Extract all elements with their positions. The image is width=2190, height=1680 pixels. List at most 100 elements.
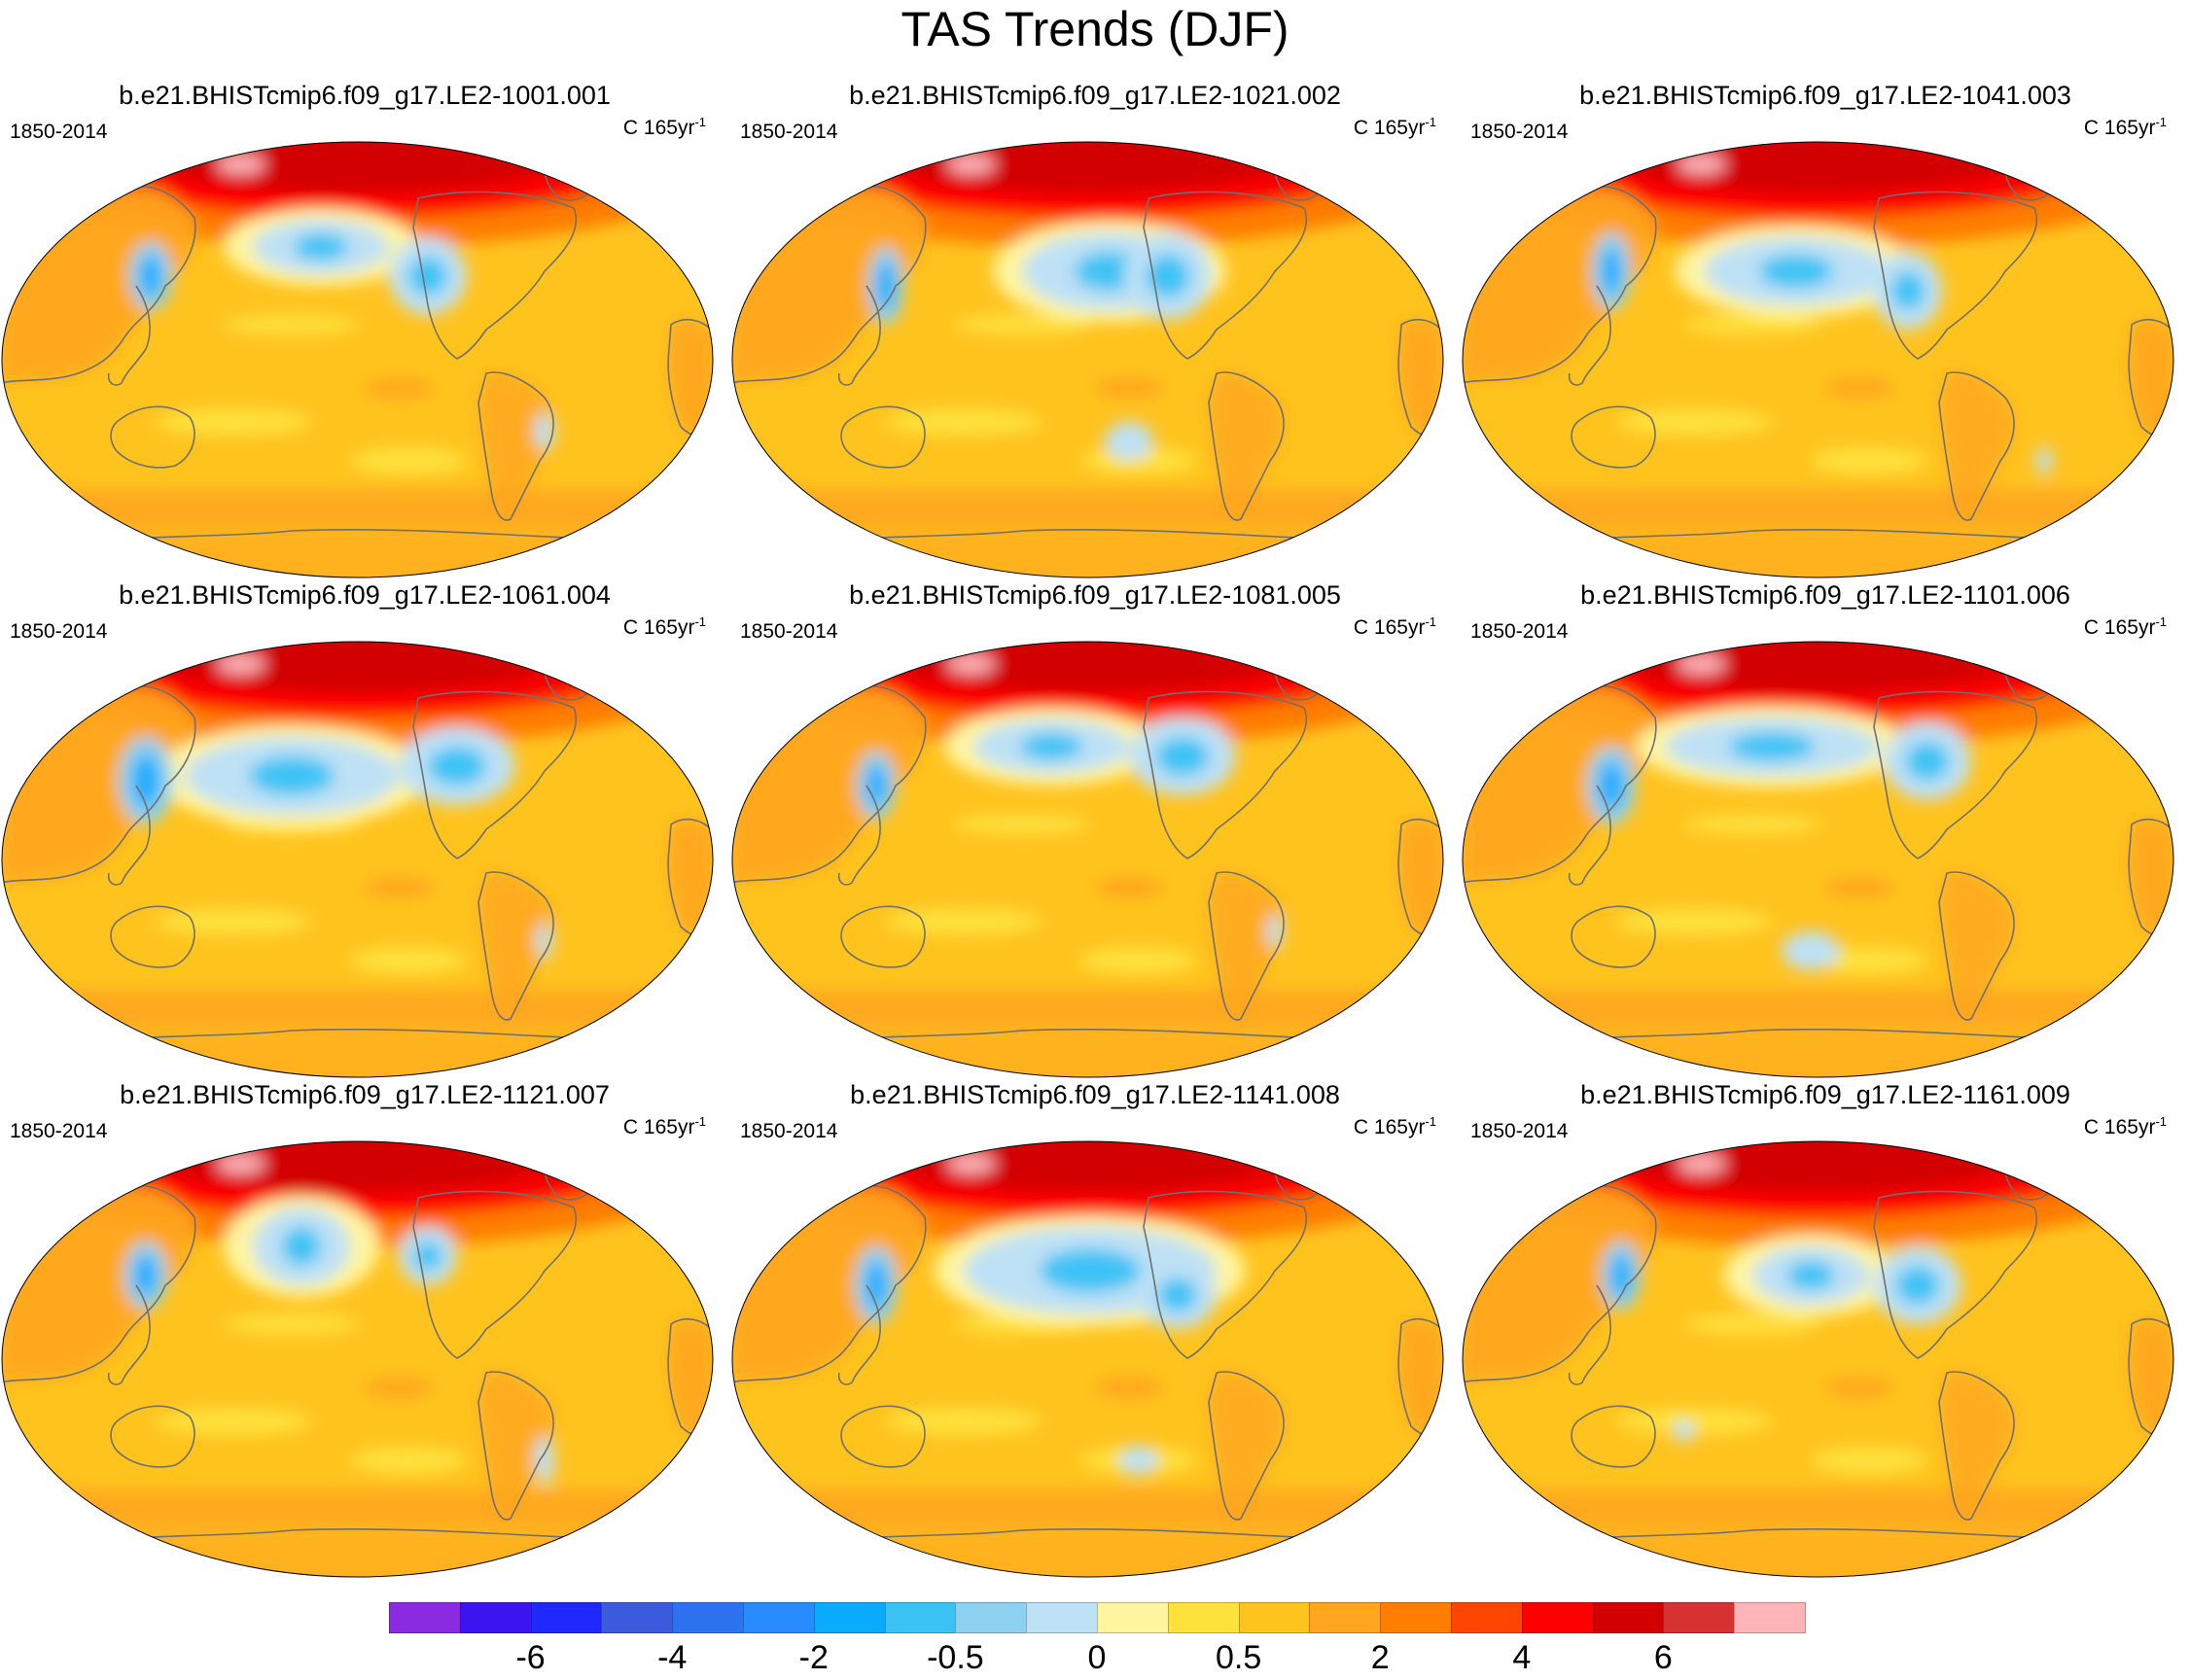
period-label: 1850-2014 xyxy=(740,620,838,643)
colorbar-box xyxy=(1663,1602,1736,1633)
units-label: C 165yr-1 xyxy=(2083,614,2167,639)
colorbar-box xyxy=(389,1602,461,1633)
units-label: C 165yr-1 xyxy=(622,115,706,139)
colorbar-box xyxy=(459,1602,532,1633)
map-panel: b.e21.BHISTcmip6.f09_g17.LE2-1061.004 185… xyxy=(0,578,729,1078)
map-panel: b.e21.BHISTcmip6.f09_g17.LE2-1101.006 185… xyxy=(1461,578,2190,1078)
coastline xyxy=(1938,371,2015,521)
units-label: C 165yr-1 xyxy=(2083,115,2167,139)
panel-title: b.e21.BHISTcmip6.f09_g17.LE2-1081.005 xyxy=(849,580,1341,610)
units-label: C 165yr-1 xyxy=(622,1114,706,1138)
colorbar-box xyxy=(1026,1602,1098,1633)
units-label: C 165yr-1 xyxy=(2083,1114,2167,1138)
period-label: 1850-2014 xyxy=(1470,1120,1569,1142)
coastline xyxy=(110,1405,195,1468)
map-panel: b.e21.BHISTcmip6.f09_g17.LE2-1041.003 185… xyxy=(1461,78,2190,578)
colorbar-tick-label: 0.5 xyxy=(1215,1639,1262,1676)
coastline xyxy=(1571,905,1656,968)
coastline xyxy=(840,405,926,469)
coastline xyxy=(1568,285,1611,386)
period-label: 1850-2014 xyxy=(10,620,108,643)
map-projection xyxy=(731,1140,1444,1578)
coastline xyxy=(1208,1371,1285,1521)
map-panel: b.e21.BHISTcmip6.f09_g17.LE2-1161.009 185… xyxy=(1461,1077,2190,1578)
coastline xyxy=(110,905,195,968)
units-label: C 165yr-1 xyxy=(622,614,706,639)
map-panel: b.e21.BHISTcmip6.f09_g17.LE2-1081.005 185… xyxy=(730,578,1460,1078)
map-panel: b.e21.BHISTcmip6.f09_g17.LE2-1001.001 185… xyxy=(0,78,729,578)
colorbar-box xyxy=(1309,1602,1382,1633)
map-panel: b.e21.BHISTcmip6.f09_g17.LE2-1021.002 185… xyxy=(730,78,1460,578)
colorbar-box xyxy=(1380,1602,1452,1633)
coastline xyxy=(477,871,554,1021)
colorbar-box xyxy=(955,1602,1028,1633)
period-label: 1850-2014 xyxy=(10,121,108,143)
coastline xyxy=(1873,191,2037,360)
coastline xyxy=(1568,1284,1611,1385)
period-label: 1850-2014 xyxy=(1470,121,1569,143)
coastline xyxy=(837,285,881,386)
coastline xyxy=(1873,690,2037,859)
colorbar-box xyxy=(884,1602,957,1633)
coastline xyxy=(1873,1190,2037,1359)
colorbar-tick-label: 4 xyxy=(1512,1639,1532,1676)
colorbar-tick-label: -2 xyxy=(798,1639,829,1676)
colorbar-box xyxy=(1734,1602,1806,1633)
map-projection xyxy=(731,141,1444,578)
coastline xyxy=(477,371,554,521)
coastline xyxy=(1571,1405,1656,1468)
coastline xyxy=(837,1284,881,1385)
coastline xyxy=(840,905,926,968)
panel-title: b.e21.BHISTcmip6.f09_g17.LE2-1121.007 xyxy=(120,1080,610,1109)
colorbar-box xyxy=(1238,1602,1311,1633)
coastline xyxy=(1143,191,1307,360)
colorbar-tick-label: 6 xyxy=(1653,1639,1673,1676)
units-label: C 165yr-1 xyxy=(1353,115,1436,139)
coastline xyxy=(1143,1190,1307,1359)
map-projection xyxy=(1462,641,2174,1078)
colorbar-box xyxy=(1097,1602,1169,1633)
panel-title: b.e21.BHISTcmip6.f09_g17.LE2-1161.009 xyxy=(1580,1080,2070,1109)
period-label: 1850-2014 xyxy=(1470,620,1569,643)
colorbar xyxy=(389,1602,1806,1633)
colorbar-box xyxy=(743,1602,815,1633)
units-label: C 165yr-1 xyxy=(1353,1114,1436,1138)
coastline xyxy=(477,1371,554,1521)
colorbar-tick-label: 2 xyxy=(1370,1639,1390,1676)
coastline xyxy=(1208,371,1285,521)
coastline xyxy=(412,1190,577,1359)
coastline xyxy=(1143,690,1307,859)
panel-title: b.e21.BHISTcmip6.f09_g17.LE2-1041.003 xyxy=(1579,81,2071,110)
coastline xyxy=(412,191,577,360)
coastline xyxy=(107,1284,151,1385)
panel-title: b.e21.BHISTcmip6.f09_g17.LE2-1141.008 xyxy=(850,1080,1340,1109)
coastline xyxy=(837,785,881,886)
colorbar-box xyxy=(1451,1602,1523,1633)
map-panel: b.e21.BHISTcmip6.f09_g17.LE2-1141.008 185… xyxy=(730,1077,1460,1578)
coastline xyxy=(1938,871,2015,1021)
map-panel: b.e21.BHISTcmip6.f09_g17.LE2-1121.007 185… xyxy=(0,1077,729,1578)
panel-title: b.e21.BHISTcmip6.f09_g17.LE2-1061.004 xyxy=(119,580,611,610)
colorbar-box xyxy=(813,1602,886,1633)
period-label: 1850-2014 xyxy=(740,1120,838,1142)
colorbar-tick-label: -0.5 xyxy=(927,1639,984,1676)
colorbar-tick-label: -6 xyxy=(515,1639,546,1676)
map-projection xyxy=(1,1140,714,1578)
coastline xyxy=(1208,871,1285,1021)
colorbar-box xyxy=(1167,1602,1240,1633)
coastline xyxy=(107,785,151,886)
coastline xyxy=(412,690,577,859)
coastline xyxy=(1568,785,1611,886)
colorbar-box xyxy=(672,1602,744,1633)
map-projection xyxy=(1,141,714,578)
coastline xyxy=(1571,405,1656,469)
panel-title: b.e21.BHISTcmip6.f09_g17.LE2-1021.002 xyxy=(849,81,1341,110)
colorbar-tick-label: -4 xyxy=(657,1639,688,1676)
map-projection xyxy=(1462,1140,2174,1578)
map-projection xyxy=(1,641,714,1078)
colorbar-tick-label: 0 xyxy=(1087,1639,1107,1676)
coastline xyxy=(840,1405,926,1468)
colorbar-box xyxy=(530,1602,603,1633)
colorbar-box xyxy=(601,1602,674,1633)
coastline xyxy=(110,405,195,469)
